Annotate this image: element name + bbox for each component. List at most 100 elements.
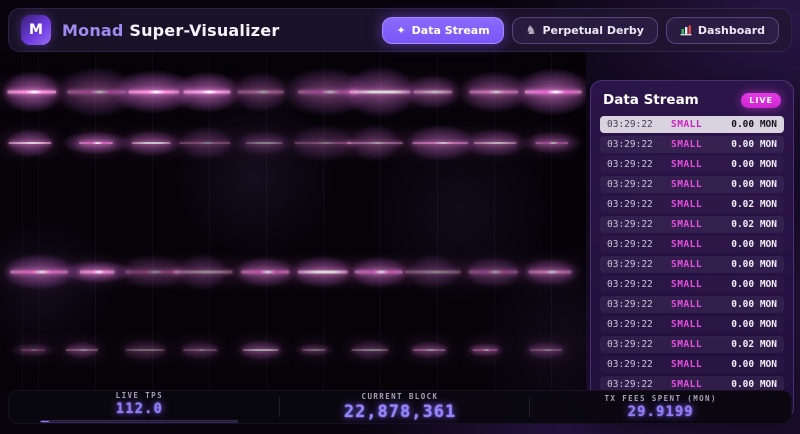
stat-value-block: 22,878,361 [343, 402, 457, 422]
stat-divider [279, 397, 280, 417]
tab-dashboard[interactable]: Dashboard [665, 16, 779, 44]
streak-core [8, 142, 52, 144]
streak-core [473, 142, 517, 144]
stat-label: TX FEES SPENT (MON) [604, 394, 717, 403]
row-amount: 0.00 MON [731, 279, 777, 290]
live-badge: LIVE [741, 92, 781, 108]
streak-core [347, 142, 404, 144]
stream-row: 03:29:22 SMALL 0.02 MON [600, 336, 784, 353]
tab-perpetual-derby[interactable]: ♞ Perpetual Derby [511, 16, 658, 44]
sparkle-icon: ✦ [396, 23, 406, 37]
streak-core [237, 90, 284, 94]
row-time: 03:29:22 [607, 299, 653, 310]
streak-core [66, 90, 127, 94]
row-amount: 0.00 MON [731, 239, 777, 250]
streak-core [20, 349, 45, 351]
row-size: SMALL [671, 259, 703, 270]
row-amount: 0.00 MON [731, 379, 777, 390]
streak-core [412, 90, 453, 94]
streak-glow [114, 335, 176, 365]
stream-row: 03:29:22 SMALL 0.00 MON [600, 176, 784, 193]
streak-core [351, 349, 389, 351]
streak-glow [397, 247, 469, 297]
stream-row: 03:29:22 SMALL 0.00 MON [600, 276, 784, 293]
streak-core [173, 270, 233, 274]
row-time: 03:29:22 [607, 319, 653, 330]
streak-core [179, 142, 231, 144]
row-time: 03:29:22 [607, 239, 653, 250]
streak-core [65, 349, 98, 351]
streak-core [412, 142, 468, 144]
chart-icon [680, 25, 692, 36]
stat-value-tps: 112.0 [115, 401, 163, 417]
row-size: SMALL [671, 179, 703, 190]
tab-label: Data Stream [411, 23, 490, 37]
row-amount: 0.00 MON [731, 359, 777, 370]
stream-row: 03:29:22 SMALL 0.00 MON [600, 256, 784, 273]
row-amount: 0.02 MON [731, 219, 777, 230]
row-size: SMALL [671, 299, 703, 310]
stat-label: LIVE TPS [115, 391, 163, 400]
tab-data-stream[interactable]: ✦ Data Stream [382, 16, 504, 44]
row-time: 03:29:22 [607, 119, 653, 130]
row-size: SMALL [671, 279, 703, 290]
tab-label: Dashboard [697, 23, 765, 37]
row-size: SMALL [671, 199, 703, 210]
streak-glow [286, 340, 342, 360]
row-size: SMALL [671, 359, 703, 370]
stat-current-block: CURRENT BLOCK 22,878,361 [270, 391, 531, 423]
row-time: 03:29:22 [607, 219, 653, 230]
row-amount: 0.02 MON [731, 199, 777, 210]
streak-core [413, 349, 446, 351]
streak-core [302, 349, 326, 351]
stream-row: 03:29:22 SMALL 0.00 MON [600, 356, 784, 373]
streak-core [405, 270, 462, 274]
streak-core [298, 90, 357, 94]
row-amount: 0.00 MON [731, 259, 777, 270]
streak-core [241, 270, 289, 274]
streak-core [125, 270, 180, 274]
stream-row: 03:29:22 SMALL 0.00 MON [600, 376, 784, 393]
page-title: Monad Super-Visualizer [62, 21, 279, 40]
stream-row: 03:29:22 SMALL 0.02 MON [600, 216, 784, 233]
title-primary: Monad [62, 20, 124, 40]
app-header: M Monad Super-Visualizer ✦ Data Stream ♞… [8, 8, 792, 52]
stat-tx-fees: TX FEES SPENT (MON) 29.9199 [530, 391, 791, 423]
streak-core [354, 270, 404, 274]
streak-core [242, 349, 279, 351]
row-amount: 0.00 MON [731, 299, 777, 310]
streak-core [535, 142, 569, 144]
streak-core [131, 142, 171, 144]
streak-glow [172, 336, 229, 364]
streak-core [183, 349, 218, 351]
row-size: SMALL [671, 379, 703, 390]
tab-label: Perpetual Derby [542, 23, 644, 37]
row-time: 03:29:22 [607, 199, 653, 210]
row-time: 03:29:22 [607, 339, 653, 350]
streak-glow [224, 126, 305, 160]
row-time: 03:29:22 [607, 379, 653, 390]
row-time: 03:29:22 [607, 279, 653, 290]
streak-core [128, 90, 180, 94]
streak-core [10, 270, 69, 274]
monad-logo: M [21, 15, 51, 45]
streak-core [79, 142, 114, 144]
data-stream-panel: Data Stream LIVE 03:29:22 SMALL 0.00 MON 03… [590, 80, 794, 420]
row-time: 03:29:22 [607, 259, 653, 270]
stream-row: 03:29:22 SMALL 0.00 MON [600, 156, 784, 173]
tps-progress-bar [40, 420, 239, 423]
row-size: SMALL [671, 319, 703, 330]
row-size: SMALL [671, 339, 703, 350]
stream-row: 03:29:22 SMALL 0.00 MON [600, 236, 784, 253]
stream-row: 03:29:22 SMALL 0.00 MON [600, 316, 784, 333]
stream-row: 03:29:22 SMALL 0.00 MON [600, 136, 784, 153]
streak-core [349, 90, 411, 94]
row-amount: 0.00 MON [731, 179, 777, 190]
nav-tabs: ✦ Data Stream ♞ Perpetual Derby Dashboar… [382, 16, 779, 44]
streak-core [183, 90, 231, 94]
streak-core [7, 90, 57, 94]
viz-canvas [0, 52, 586, 390]
streak-core [125, 349, 165, 351]
row-amount: 0.00 MON [731, 159, 777, 170]
